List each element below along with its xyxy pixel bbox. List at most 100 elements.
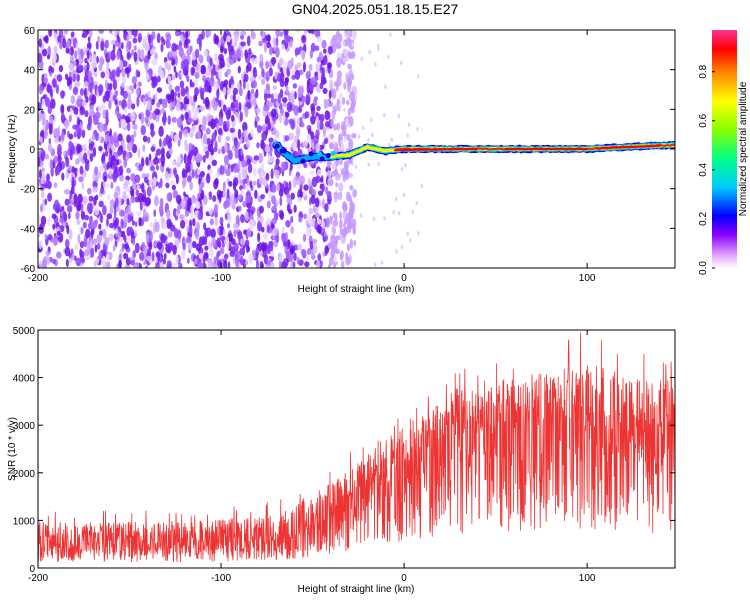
noise-blob	[326, 159, 330, 169]
noise-blob	[289, 162, 293, 171]
noise-blob	[170, 180, 175, 186]
noise-blob	[52, 235, 59, 246]
noise-blob	[216, 123, 220, 132]
noise-blob	[235, 48, 242, 59]
snr-x-tick-label: 100	[579, 573, 596, 584]
noise-blob	[258, 40, 263, 47]
noise-blob	[68, 164, 72, 172]
noise-blob	[302, 140, 309, 147]
noise-blob	[331, 224, 335, 235]
noise-blob	[184, 111, 189, 120]
noise-blob	[279, 210, 285, 221]
noise-blob	[265, 188, 269, 194]
noise-blob	[191, 81, 195, 88]
noise-blob	[238, 102, 242, 112]
noise-blob	[183, 103, 187, 111]
noise-blob	[261, 126, 267, 132]
noise-blob	[117, 36, 121, 43]
noise-blob	[61, 130, 65, 141]
noise-blob	[145, 108, 151, 118]
noise-blob	[345, 100, 350, 106]
noise-blob	[77, 233, 81, 244]
noise-blob	[146, 99, 152, 111]
noise-blob	[188, 226, 193, 235]
noise-blob	[213, 204, 218, 214]
noise-blob	[259, 215, 264, 224]
noise-blob	[137, 192, 144, 204]
noise-blob	[174, 31, 180, 37]
noise-blob	[131, 103, 136, 110]
noise-blob	[240, 188, 245, 197]
noise-blob	[124, 67, 130, 75]
noise-blob	[247, 246, 251, 252]
noise-blob	[273, 202, 277, 209]
noise-blob	[355, 164, 358, 170]
noise-blob	[130, 134, 134, 142]
noise-blob	[400, 244, 404, 250]
noise-blob	[191, 240, 197, 249]
noise-blob	[195, 152, 201, 163]
noise-blob	[197, 261, 204, 268]
noise-blob	[41, 118, 47, 127]
noise-blob	[227, 43, 232, 54]
noise-blob	[317, 69, 321, 80]
noise-blob	[387, 54, 390, 59]
noise-blob	[95, 194, 99, 201]
noise-blob	[159, 137, 162, 148]
noise-blob	[321, 183, 325, 193]
noise-blob	[377, 161, 380, 167]
noise-blob	[209, 218, 214, 226]
noise-blob	[248, 48, 252, 55]
noise-blob	[72, 60, 77, 67]
noise-blob	[147, 91, 151, 97]
snr-panel: -200 -100 0 100 5000 4000 3000 2000 1000 0 Heigh…	[7, 326, 676, 595]
noise-blob	[237, 128, 242, 140]
noise-blob	[346, 56, 349, 62]
noise-blob	[87, 70, 92, 80]
noise-blob	[290, 119, 296, 130]
noise-blob	[151, 98, 155, 106]
noise-blob	[240, 148, 243, 157]
noise-blob	[354, 31, 357, 36]
noise-blob	[53, 32, 58, 42]
noise-blob	[38, 111, 43, 122]
noise-blob	[64, 246, 71, 257]
noise-blob	[135, 69, 139, 78]
noise-blob	[105, 68, 110, 80]
noise-blob	[87, 115, 92, 127]
noise-blob	[223, 154, 230, 166]
noise-blob	[328, 89, 332, 100]
noise-blob	[122, 143, 126, 151]
noise-blob	[147, 136, 151, 144]
noise-blob	[86, 42, 92, 49]
noise-blob	[217, 117, 224, 127]
noise-blob	[351, 42, 354, 47]
noise-blob	[123, 158, 128, 168]
noise-blob	[283, 30, 289, 36]
noise-blob	[251, 57, 256, 63]
noise-blob	[232, 93, 236, 103]
noise-blob	[270, 156, 275, 163]
noise-blob	[39, 260, 42, 268]
page-title: GN04.2025.051.18.15.E27	[291, 1, 459, 17]
noise-blob	[213, 81, 219, 91]
noise-blob	[167, 62, 171, 72]
noise-blob	[377, 46, 380, 52]
noise-blob	[160, 107, 165, 114]
noise-blob	[89, 153, 94, 162]
noise-blob	[210, 150, 214, 156]
noise-blob	[178, 237, 181, 244]
noise-blob	[176, 117, 183, 129]
noise-blob	[113, 159, 117, 168]
noise-blob	[279, 254, 284, 263]
noise-blob	[49, 129, 53, 135]
noise-blob	[79, 165, 84, 175]
noise-blob	[224, 141, 228, 152]
noise-blob	[116, 50, 121, 60]
noise-blob	[66, 224, 70, 235]
noise-blob	[175, 102, 181, 112]
spectrogram-signal-band	[272, 141, 675, 165]
snr-y-tick-label: 5000	[13, 326, 36, 337]
noise-blob	[233, 242, 239, 252]
noise-blob	[159, 69, 165, 80]
